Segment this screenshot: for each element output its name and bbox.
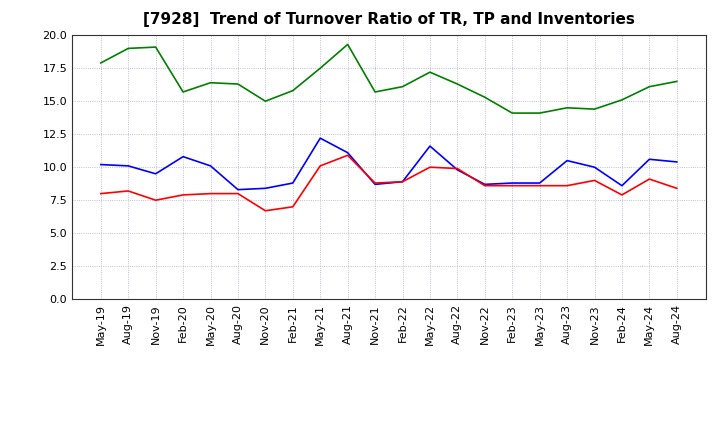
Trade Payables <box>480 182 489 187</box>
Trade Receivables <box>179 192 187 198</box>
Trade Receivables <box>124 188 132 194</box>
Line: Trade Payables: Trade Payables <box>101 138 677 190</box>
Trade Receivables <box>672 186 681 191</box>
Inventories <box>179 89 187 95</box>
Trade Payables <box>426 143 434 149</box>
Trade Payables <box>233 187 242 192</box>
Trade Payables <box>453 167 462 172</box>
Trade Payables <box>261 186 270 191</box>
Trade Receivables <box>233 191 242 196</box>
Trade Receivables <box>480 183 489 188</box>
Inventories <box>289 88 297 93</box>
Inventories <box>151 44 160 50</box>
Trade Payables <box>179 154 187 159</box>
Inventories <box>536 110 544 116</box>
Line: Trade Receivables: Trade Receivables <box>101 155 677 211</box>
Title: [7928]  Trend of Turnover Ratio of TR, TP and Inventories: [7928] Trend of Turnover Ratio of TR, TP… <box>143 12 635 27</box>
Inventories <box>206 80 215 85</box>
Trade Receivables <box>426 165 434 170</box>
Inventories <box>343 42 352 47</box>
Inventories <box>96 60 105 66</box>
Trade Receivables <box>206 191 215 196</box>
Inventories <box>480 95 489 100</box>
Trade Receivables <box>151 198 160 203</box>
Inventories <box>672 79 681 84</box>
Line: Inventories: Inventories <box>101 44 677 113</box>
Trade Payables <box>645 157 654 162</box>
Trade Payables <box>343 150 352 155</box>
Trade Payables <box>590 165 599 170</box>
Inventories <box>645 84 654 89</box>
Trade Receivables <box>618 192 626 198</box>
Trade Receivables <box>343 153 352 158</box>
Trade Payables <box>618 183 626 188</box>
Trade Receivables <box>289 204 297 209</box>
Inventories <box>618 97 626 103</box>
Trade Payables <box>124 163 132 169</box>
Trade Payables <box>563 158 572 163</box>
Trade Receivables <box>398 179 407 184</box>
Trade Payables <box>316 136 325 141</box>
Trade Payables <box>206 163 215 169</box>
Trade Payables <box>672 159 681 165</box>
Trade Receivables <box>536 183 544 188</box>
Trade Receivables <box>261 208 270 213</box>
Trade Receivables <box>590 178 599 183</box>
Inventories <box>316 66 325 71</box>
Trade Payables <box>508 180 516 186</box>
Trade Payables <box>398 179 407 184</box>
Trade Receivables <box>508 183 516 188</box>
Inventories <box>453 81 462 87</box>
Inventories <box>124 46 132 51</box>
Inventories <box>508 110 516 116</box>
Inventories <box>371 89 379 95</box>
Inventories <box>261 99 270 104</box>
Trade Payables <box>151 171 160 176</box>
Inventories <box>590 106 599 112</box>
Trade Receivables <box>453 166 462 171</box>
Trade Payables <box>96 162 105 167</box>
Trade Receivables <box>563 183 572 188</box>
Trade Receivables <box>371 180 379 186</box>
Trade Payables <box>371 182 379 187</box>
Trade Payables <box>536 180 544 186</box>
Trade Receivables <box>316 163 325 169</box>
Trade Payables <box>289 180 297 186</box>
Inventories <box>398 84 407 89</box>
Trade Receivables <box>645 176 654 182</box>
Inventories <box>426 70 434 75</box>
Trade Receivables <box>96 191 105 196</box>
Inventories <box>233 81 242 87</box>
Inventories <box>563 105 572 110</box>
